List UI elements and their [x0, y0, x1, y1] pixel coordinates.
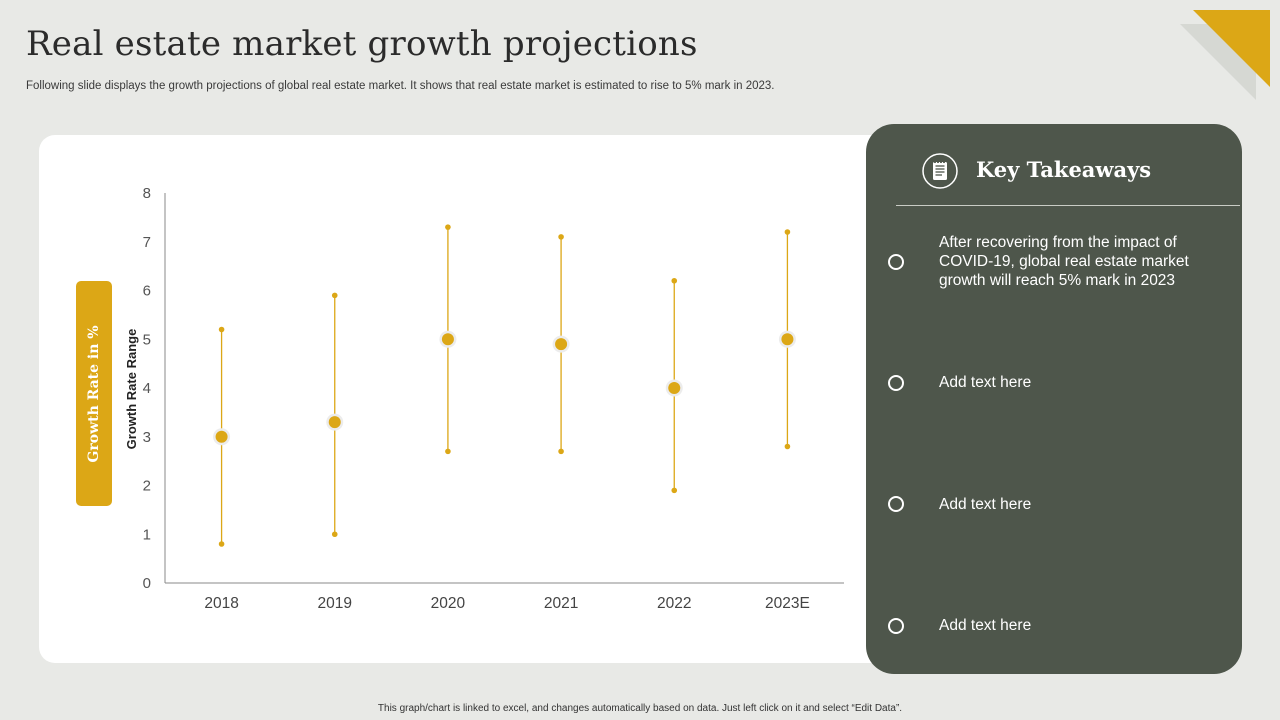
- value-point: [555, 338, 568, 351]
- y-tick-label: 4: [143, 380, 151, 397]
- takeaway-bullet-2: [888, 375, 904, 391]
- takeaway-text-4: Add text here: [939, 617, 1032, 634]
- x-tick-label: 2020: [431, 595, 466, 612]
- key-takeaways-panel: [866, 124, 1242, 674]
- range-low-point: [445, 448, 451, 455]
- y-tick-label: 0: [143, 575, 151, 592]
- x-tick-label: 2018: [204, 595, 238, 612]
- x-tick-label: 2019: [318, 595, 352, 612]
- range-low-point: [558, 448, 564, 455]
- takeaway-text-2: Add text here: [939, 374, 1032, 391]
- y-axis-title: Growth Rate Range: [124, 329, 139, 450]
- y-tick-label: 6: [143, 283, 151, 300]
- x-tick-label: 2021: [544, 595, 578, 612]
- y-axis-band: Growth Rate in %: [76, 281, 112, 506]
- page-subtitle: Following slide displays the growth proj…: [26, 80, 775, 92]
- takeaway-text-1: After recovering from the impact of COVI…: [939, 234, 1189, 289]
- value-point: [215, 430, 228, 443]
- chart-card: [39, 135, 895, 663]
- range-high-point: [558, 234, 564, 240]
- takeaway-text-3: Add text here: [939, 496, 1032, 513]
- y-tick-label: 8: [143, 185, 151, 202]
- y-tick-label: 5: [143, 331, 151, 348]
- y-tick-label: 1: [143, 526, 151, 543]
- page-title: Real estate market growth projections: [26, 24, 698, 64]
- y-tick-label: 2: [143, 478, 151, 495]
- range-low-point: [331, 531, 338, 538]
- value-point: [328, 416, 341, 429]
- range-low-point: [671, 487, 678, 494]
- range-high-point: [218, 326, 225, 333]
- x-tick-label: 2022: [657, 595, 691, 612]
- footnote: This graph/chart is linked to excel, and…: [377, 703, 903, 714]
- value-point: [781, 333, 794, 346]
- range-low-point: [218, 541, 225, 547]
- takeaway-bullet-1: [888, 254, 904, 270]
- takeaway-bullet-4: [888, 618, 904, 634]
- range-high-point: [331, 292, 338, 299]
- x-tick-label: 2023E: [765, 595, 810, 612]
- takeaway-bullet-3: [888, 496, 904, 512]
- growth-chart: Growth Rate Range 0 1 2 3 4 5 6 7 8 2018 2019 2020 2…: [124, 185, 844, 612]
- key-takeaways-title: Key Takeaways: [976, 157, 1152, 182]
- y-tick-label: 3: [143, 429, 151, 446]
- range-high-point: [784, 229, 791, 235]
- range-low-point: [784, 443, 791, 450]
- y-tick-label: 7: [143, 234, 151, 251]
- range-high-point: [445, 224, 451, 230]
- notepad-icon: [922, 153, 958, 189]
- value-point: [668, 382, 681, 394]
- corner-decoration: [1180, 10, 1270, 100]
- range-high-point: [671, 277, 678, 284]
- value-point: [441, 333, 454, 346]
- panel-divider: [896, 205, 1240, 206]
